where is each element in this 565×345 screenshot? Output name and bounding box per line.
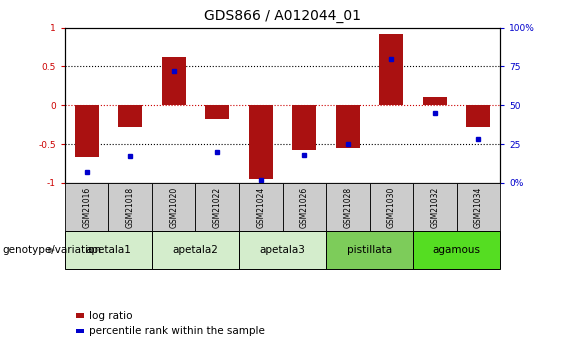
Bar [370, 183, 413, 231]
Bar [326, 231, 413, 269]
Bar [75, 105, 99, 157]
Text: GSM21030: GSM21030 [387, 187, 396, 228]
Bar [76, 313, 84, 318]
Text: GSM21034: GSM21034 [474, 187, 483, 228]
Bar [249, 105, 273, 179]
Bar [76, 329, 84, 333]
Text: GSM21022: GSM21022 [213, 187, 221, 228]
Text: GDS866 / A012044_01: GDS866 / A012044_01 [204, 9, 361, 23]
Bar [239, 231, 326, 269]
Bar [466, 105, 490, 127]
Bar [379, 34, 403, 105]
Bar [239, 183, 282, 231]
Text: genotype/variation: genotype/variation [3, 245, 102, 255]
Bar [108, 183, 152, 231]
Text: GSM21028: GSM21028 [344, 187, 352, 228]
Text: percentile rank within the sample: percentile rank within the sample [89, 326, 265, 336]
Text: apetala2: apetala2 [172, 245, 219, 255]
Bar [292, 105, 316, 150]
Text: apetala3: apetala3 [259, 245, 306, 255]
Bar [65, 231, 152, 269]
Text: pistillata: pistillata [347, 245, 392, 255]
Text: log ratio: log ratio [89, 311, 133, 321]
Bar [152, 183, 195, 231]
Bar [65, 183, 108, 231]
Text: agamous: agamous [433, 245, 480, 255]
Text: GSM21032: GSM21032 [431, 187, 439, 228]
Bar [205, 105, 229, 119]
Text: GSM21020: GSM21020 [170, 187, 178, 228]
Bar [162, 57, 186, 105]
Text: GSM21018: GSM21018 [126, 187, 134, 228]
Bar [413, 183, 457, 231]
Bar [413, 231, 500, 269]
Bar [326, 183, 370, 231]
Bar [195, 183, 239, 231]
Bar [336, 105, 360, 148]
Bar [423, 97, 447, 105]
Text: GSM21024: GSM21024 [257, 187, 265, 228]
Bar [152, 231, 239, 269]
Text: apetala1: apetala1 [85, 245, 132, 255]
Text: GSM21026: GSM21026 [300, 187, 308, 228]
Bar [282, 183, 326, 231]
Text: GSM21016: GSM21016 [82, 187, 91, 228]
Bar [118, 105, 142, 127]
Bar [457, 183, 500, 231]
